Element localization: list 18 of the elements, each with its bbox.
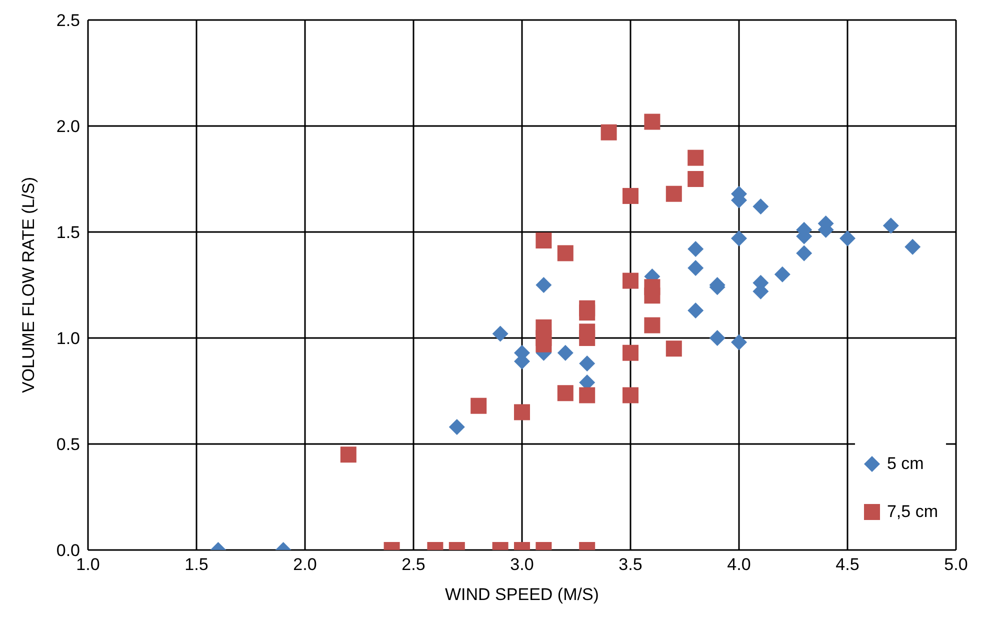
x-tick-label: 3.5	[618, 555, 642, 574]
y-tick-label: 2.0	[56, 117, 80, 136]
legend-label: 5 cm	[886, 454, 924, 474]
y-tick-label: 2.5	[56, 11, 80, 30]
x-tick-label: 3.0	[510, 555, 534, 574]
y-axis-title: VOLUME FLOW RATE (L/S)	[19, 177, 38, 393]
x-tick-label: 4.0	[727, 555, 751, 574]
x-tick-label: 1.0	[76, 555, 100, 574]
x-tick-label: 2.5	[402, 555, 426, 574]
legend-label: 7,5 cm	[886, 502, 938, 522]
x-tick-label: 2.0	[293, 555, 317, 574]
x-axis-title: WIND SPEED (M/S)	[445, 585, 599, 604]
x-tick-label: 4.5	[836, 555, 860, 574]
y-tick-label: 1.0	[56, 329, 80, 348]
x-tick-label: 5.0	[944, 555, 968, 574]
x-tick-label: 1.5	[184, 555, 208, 574]
y-tick-label: 1.5	[56, 223, 80, 242]
y-tick-label: 0.5	[56, 435, 80, 454]
